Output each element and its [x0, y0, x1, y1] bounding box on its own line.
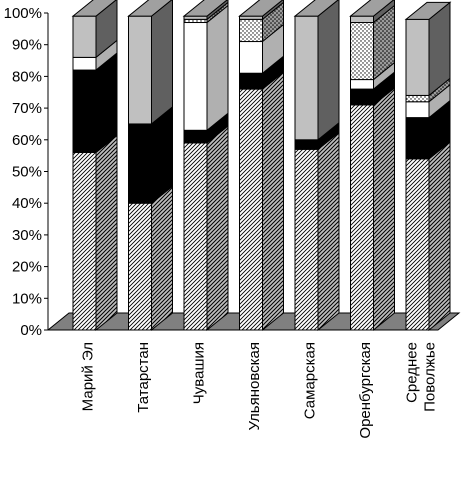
y-tick-label: 100% — [4, 5, 42, 22]
y-tick-label: 50% — [12, 164, 42, 181]
bar-top — [127, 0, 173, 17]
bar-segment — [350, 79, 374, 90]
category-label-line: Марий Эл — [80, 342, 97, 411]
y-tick-label: 30% — [12, 227, 42, 244]
category-label-line: Татарстан — [135, 342, 152, 413]
bar-top — [404, 1, 452, 20]
bar-segment — [350, 88, 374, 106]
bar-stack — [404, 1, 452, 332]
y-tick-label: 10% — [12, 290, 42, 307]
bar-segment — [128, 123, 152, 204]
bar-segment — [128, 202, 152, 331]
bar-stack — [238, 0, 284, 332]
bar-stack — [349, 0, 395, 332]
bar-segment — [405, 101, 430, 119]
bar-segment-side — [206, 124, 229, 332]
category-label: СреднееПоволжье — [404, 342, 439, 412]
bar-segment — [350, 22, 374, 81]
bar-segment — [405, 158, 430, 331]
bar-segment — [405, 18, 430, 96]
bar-stack — [71, 0, 118, 332]
bar-segment — [239, 72, 263, 90]
bar-segment — [72, 151, 97, 331]
category-label: Марий Эл — [80, 342, 97, 411]
y-tick-label: 40% — [12, 195, 42, 212]
category-label: Оренбургская — [357, 342, 374, 439]
category-label: Чувашия — [191, 342, 208, 404]
y-tick-label: 90% — [12, 37, 42, 54]
bar-segment — [294, 139, 319, 150]
bar-segment — [183, 142, 208, 331]
bar-segment-side — [317, 0, 340, 141]
category-label: Ульяновская — [246, 342, 263, 431]
bar-segment — [350, 104, 374, 331]
bar-segment-side — [373, 86, 395, 332]
bar-segment — [239, 88, 263, 331]
bar-segment — [239, 41, 263, 74]
category-label: Самарская — [302, 342, 319, 419]
bar-segment-side — [428, 140, 451, 332]
y-tick-label: 20% — [12, 259, 42, 276]
y-tick-label: 80% — [12, 68, 42, 85]
bar-segment-side — [262, 71, 284, 332]
bar-segment — [294, 148, 319, 331]
bar-top — [71, 0, 117, 17]
bar-stack — [293, 0, 340, 332]
category-label-line: Поволжье — [422, 342, 439, 412]
bar-segment — [294, 15, 319, 141]
bar-segment — [350, 15, 374, 24]
bar-stack — [182, 0, 229, 332]
bar-segment — [72, 56, 97, 71]
bar-segment — [405, 117, 430, 160]
bar-segment — [183, 22, 208, 131]
y-tick-label: 60% — [12, 132, 42, 149]
bar-top — [349, 0, 395, 17]
bar-stack — [127, 0, 173, 332]
bar-segment — [72, 69, 97, 153]
y-tick-label: 70% — [12, 100, 42, 117]
y-tick-label: 0% — [20, 322, 42, 339]
category-label-line: Среднее — [404, 342, 421, 403]
category-label-line: Чувашия — [191, 342, 208, 404]
bar-segment — [183, 129, 208, 144]
bar-segment-side — [317, 131, 340, 332]
bar-top — [293, 0, 339, 17]
bar-segment — [405, 94, 430, 103]
bar-segment-side — [151, 185, 173, 332]
category-label: Татарстан — [135, 342, 152, 413]
bar-top — [182, 0, 228, 17]
bar-segment — [72, 15, 97, 58]
bar-segment-side — [95, 134, 118, 332]
bar-segment — [239, 18, 263, 43]
bar-segment-side — [151, 0, 173, 125]
bar-segment — [128, 15, 152, 125]
category-label-line: Самарская — [302, 342, 319, 419]
bar-segment-side — [206, 4, 229, 132]
bar-top — [238, 0, 284, 17]
category-label-line: Ульяновская — [246, 342, 263, 431]
category-label-line: Оренбургская — [357, 342, 374, 439]
